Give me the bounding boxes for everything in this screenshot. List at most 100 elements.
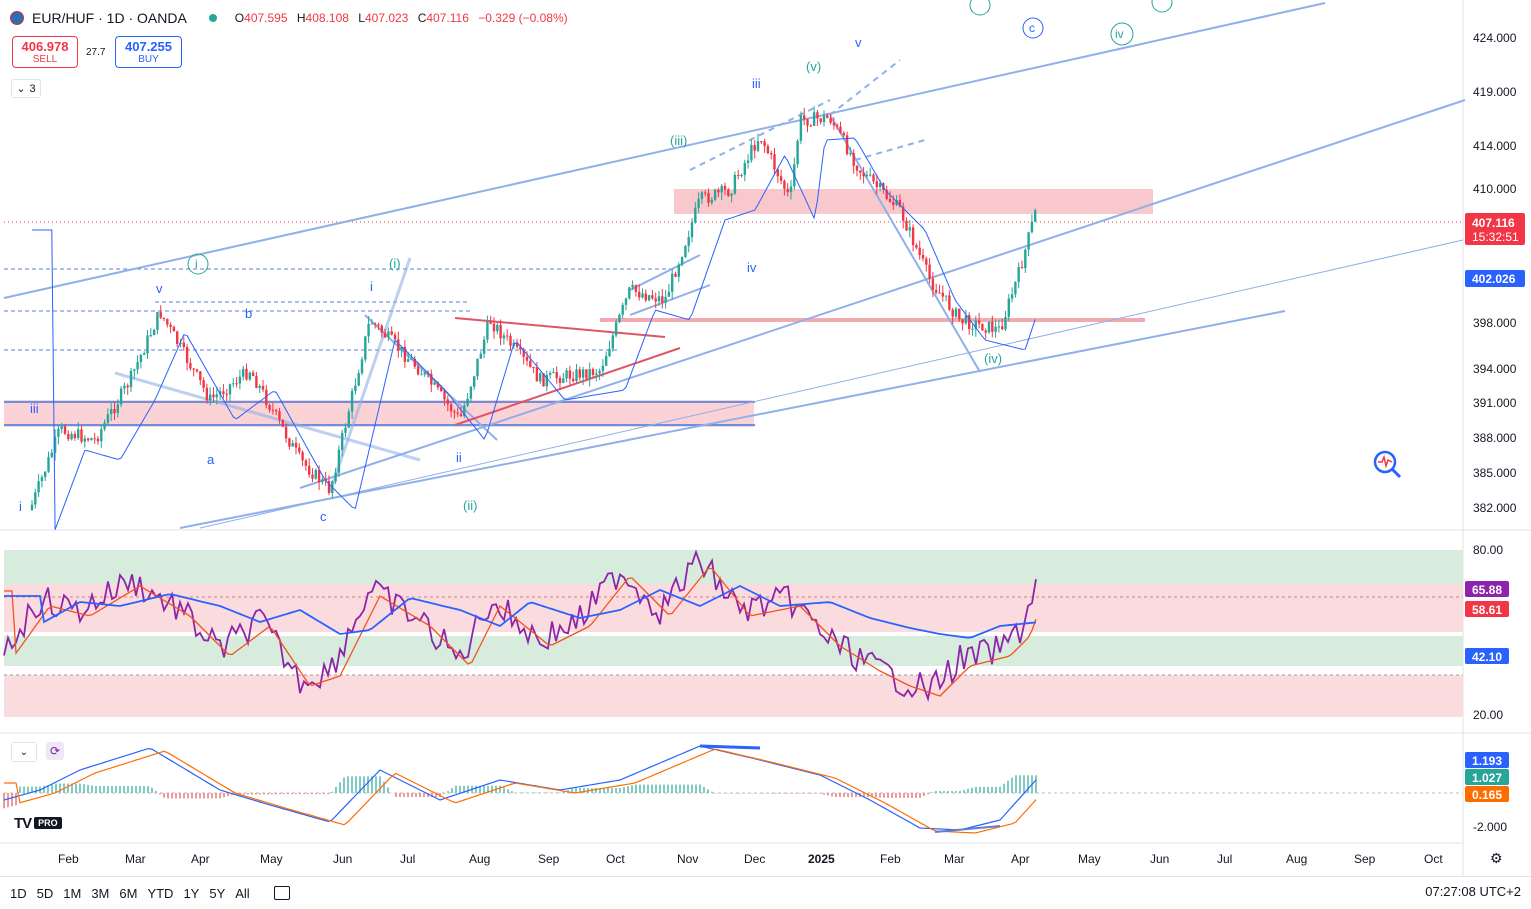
clock-display[interactable]: 07:27:08 UTC+2: [1425, 884, 1521, 899]
candle-body: [113, 409, 115, 413]
histogram-bar: [1003, 784, 1005, 793]
price-tick: 394.000: [1473, 362, 1517, 376]
candle-body: [457, 413, 459, 414]
timeframe-5y[interactable]: 5Y: [209, 886, 225, 901]
histogram-bar: [883, 793, 885, 798]
candle-body: [447, 399, 449, 404]
timeframe-all[interactable]: All: [235, 886, 249, 901]
histogram-bar: [203, 793, 205, 798]
indicators-toggle-button[interactable]: ⌄ 3: [11, 79, 41, 98]
histogram-bar: [811, 793, 813, 794]
candle-body: [295, 443, 297, 448]
symbol-header[interactable]: EUR/HUF · 1D · OANDA O407.595 H408.108 L…: [10, 10, 574, 26]
histogram-bar: [247, 793, 249, 794]
wave-label: iii: [30, 401, 39, 416]
timeframe-1d[interactable]: 1D: [10, 886, 27, 901]
histogram-bar: [163, 793, 165, 798]
wave-label: b: [245, 306, 252, 321]
calendar-icon[interactable]: [274, 886, 290, 900]
candle-body: [928, 265, 930, 279]
candle-body: [958, 309, 960, 320]
histogram-bar: [7, 793, 9, 807]
histogram-bar: [643, 785, 645, 793]
histogram-bar: [51, 784, 53, 793]
candle-body: [605, 356, 607, 366]
candle-body: [602, 366, 604, 371]
price-tick: 385.000: [1473, 466, 1517, 480]
candle-body: [829, 118, 831, 123]
buy-button[interactable]: 407.255 BUY: [115, 36, 182, 68]
sell-button[interactable]: 406.978 SELL: [12, 36, 78, 68]
timeframe-ytd[interactable]: YTD: [147, 886, 173, 901]
candle-body: [186, 347, 188, 363]
collapse-pane-button[interactable]: ⌄: [11, 742, 37, 762]
candle-body: [674, 274, 676, 277]
candle-body: [595, 373, 597, 374]
candle-body: [64, 426, 66, 434]
candle-body: [193, 369, 195, 370]
histogram-bar: [75, 784, 77, 793]
histogram-bar: [215, 793, 217, 798]
tradingview-logo: TV PRO: [14, 815, 62, 831]
candle-body: [453, 411, 455, 412]
candle-body: [1018, 267, 1020, 282]
candle-body: [146, 335, 148, 353]
candle-body: [460, 414, 462, 416]
candle-body: [143, 353, 145, 354]
timeframe-6m[interactable]: 6M: [119, 886, 137, 901]
histogram-bar: [499, 786, 501, 793]
histogram-bar: [455, 786, 457, 793]
candle-body: [539, 373, 541, 381]
histogram-bar: [127, 786, 129, 793]
refresh-icon[interactable]: ⟳: [46, 742, 64, 760]
magnifier-icon[interactable]: [1372, 449, 1402, 479]
candle-body: [641, 294, 643, 298]
wave-label: i: [370, 279, 373, 294]
histogram-bar: [211, 793, 213, 798]
histogram-bar: [279, 793, 281, 794]
candle-body: [74, 434, 76, 438]
candle-body: [34, 492, 36, 504]
candle-body: [229, 384, 231, 394]
svg-text:Sep: Sep: [538, 852, 560, 866]
svg-text:402.026: 402.026: [1472, 272, 1516, 286]
candle-body: [978, 320, 980, 323]
histogram-bar: [99, 786, 101, 793]
timeframe-3m[interactable]: 3M: [91, 886, 109, 901]
histogram-bar: [671, 785, 673, 793]
candle-body: [932, 279, 934, 290]
gear-icon[interactable]: ⚙: [1490, 850, 1503, 867]
candle-body: [1011, 294, 1013, 298]
candle-body: [664, 297, 666, 303]
candle-body: [371, 323, 373, 324]
histogram-bar: [959, 791, 961, 793]
histogram-bar: [335, 787, 337, 793]
histogram-bar: [1011, 778, 1013, 793]
histogram-bar: [283, 793, 285, 794]
candle-body: [598, 371, 600, 374]
candle-body: [575, 369, 577, 381]
candle-body: [344, 428, 346, 433]
wave-label: (ii): [463, 498, 477, 513]
timeframe-1m[interactable]: 1M: [63, 886, 81, 901]
histogram-bar: [267, 793, 269, 794]
histogram-bar: [791, 793, 793, 794]
candle-body: [724, 186, 726, 190]
timeframe-1y[interactable]: 1Y: [183, 886, 199, 901]
svg-text:Apr: Apr: [1011, 852, 1030, 866]
histogram-bar: [307, 793, 309, 794]
histogram-bar: [175, 793, 177, 798]
timeframe-5d[interactable]: 5D: [37, 886, 54, 901]
candle-body: [496, 325, 498, 331]
svg-text:80.00: 80.00: [1473, 543, 1503, 557]
candle-body: [499, 325, 501, 338]
candle-body: [671, 274, 673, 292]
histogram-bar: [379, 776, 381, 793]
candle-body: [107, 414, 109, 423]
candle-body: [810, 126, 812, 127]
candle-body: [156, 312, 158, 330]
candle-body: [242, 369, 244, 377]
symbol-title[interactable]: EUR/HUF · 1D · OANDA: [32, 10, 187, 26]
wave-label: v: [156, 281, 163, 296]
